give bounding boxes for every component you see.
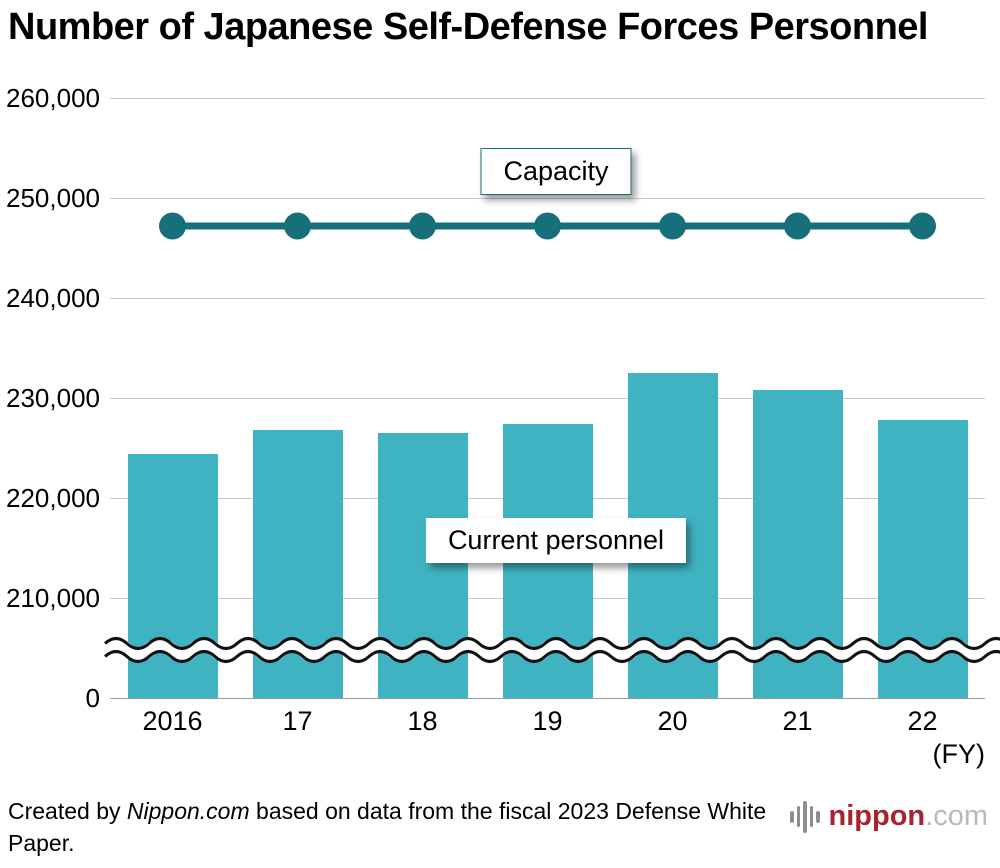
- x-axis-line: [110, 698, 985, 699]
- nippon-logo: nippon .com: [790, 800, 988, 833]
- axis-break-wave: [100, 637, 1000, 663]
- gridline: [110, 198, 985, 199]
- y-tick-label: 0: [85, 683, 100, 713]
- x-tick-label: 20: [657, 706, 688, 736]
- gridline: [110, 98, 985, 99]
- credit-source: Nippon.com: [126, 798, 250, 824]
- capacity-marker: [284, 212, 311, 240]
- capacity-marker: [909, 212, 936, 240]
- capacity-marker: [659, 212, 686, 240]
- y-tick-label: 230,000: [6, 383, 100, 413]
- capacity-marker: [159, 212, 186, 240]
- x-tick-label: 22: [907, 706, 938, 736]
- y-tick-label: 210,000: [6, 583, 100, 613]
- x-tick-label: 2016: [142, 706, 203, 736]
- credit-suffix: based on data from the fiscal 2023 Defen…: [8, 798, 767, 857]
- y-tick-label: 250,000: [6, 183, 100, 213]
- current-personnel-label: Current personnel: [425, 518, 687, 563]
- capacity-marker: [534, 212, 561, 240]
- axis-break-wave-path: [103, 637, 1000, 650]
- x-tick-label: 21: [782, 706, 813, 736]
- y-tick-label: 260,000: [6, 83, 100, 113]
- soundwave-icon: [790, 800, 820, 833]
- x-tick-label: 19: [532, 706, 563, 736]
- axis-break-wave-path: [100, 638, 1000, 662]
- axis-break-wave-path: [103, 650, 1000, 663]
- x-tick-label: 18: [407, 706, 438, 736]
- logo-com-text: .com: [925, 800, 988, 832]
- logo-nippon-text: nippon: [828, 800, 926, 832]
- capacity-marker: [784, 212, 811, 240]
- gridline: [110, 298, 985, 299]
- capacity-label: Capacity: [480, 148, 632, 195]
- y-tick-label: 240,000: [6, 283, 100, 313]
- y-tick-label: 220,000: [6, 483, 100, 513]
- fy-axis-unit: (FY): [932, 739, 985, 769]
- page-title: Number of Japanese Self-Defense Forces P…: [8, 6, 929, 48]
- source-credit: Created by Nippon.com based on data from…: [8, 795, 773, 859]
- capacity-marker: [409, 212, 436, 240]
- x-tick-label: 17: [282, 706, 313, 736]
- gridline: [110, 398, 985, 399]
- capacity-line-layer: [159, 212, 936, 240]
- credit-prefix: Created by: [8, 798, 127, 824]
